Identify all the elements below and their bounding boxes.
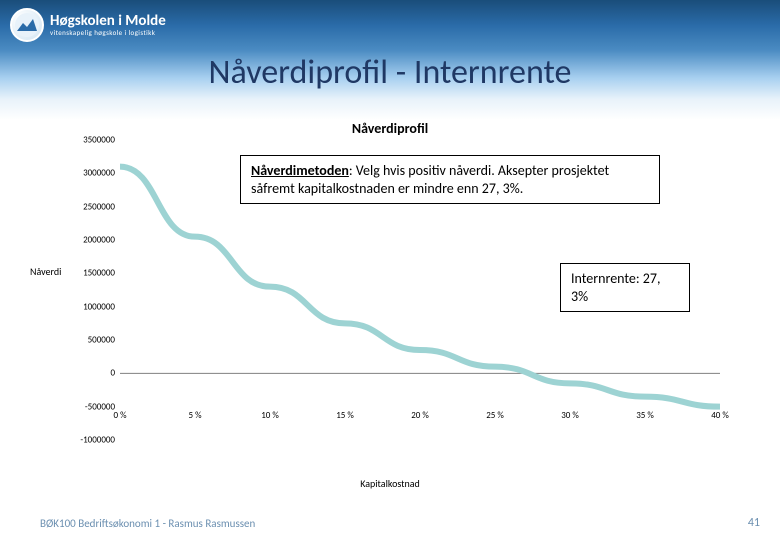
chart-title: Nåverdiprofil [40,120,740,137]
y-tick: 500000 [60,335,115,346]
slide-title: Nåverdiprofil - Internrente [0,52,780,93]
logo-sub: vitenskapelig høgskole i logistikk [50,29,166,36]
y-tick: 0 [60,368,115,379]
x-tick: 5 % [188,410,201,421]
x-tick: 25 % [486,410,504,421]
y-tick: 1500000 [60,268,115,279]
callout-irr: Internrente: 27, 3% [560,263,690,312]
footer-text: BØK100 Bedriftsøkonomi 1 - Rasmus Rasmus… [40,517,255,530]
y-tick: 2500000 [60,201,115,212]
x-axis-label: Kapitalkostnad [40,477,740,490]
callout-method: Nåverdimetoden: Velg hvis positiv nåverd… [240,155,660,204]
logo-text: Høgskolen i Molde vitenskapelig høgskole… [50,14,166,36]
logo-main: Høgskolen i Molde [50,14,166,29]
y-tick: 3500000 [60,135,115,146]
logo: Høgskolen i Molde vitenskapelig høgskole… [10,8,166,42]
x-tick: 0 % [113,410,126,421]
header-band: Høgskolen i Molde vitenskapelig høgskole… [0,0,780,50]
y-tick: 2000000 [60,235,115,246]
y-tick: 1000000 [60,301,115,312]
x-tick: 35 % [636,410,654,421]
x-tick: 20 % [411,410,429,421]
slide-number: 41 [748,516,760,530]
x-tick: 30 % [561,410,579,421]
y-tick: -1000000 [60,435,115,446]
y-axis-label: Nåverdi [30,265,61,278]
y-tick: -500000 [60,401,115,412]
y-tick: 3000000 [60,168,115,179]
x-tick: 15 % [336,410,354,421]
logo-badge [10,8,44,42]
x-tick: 40 % [711,410,729,421]
x-tick: 10 % [261,410,279,421]
